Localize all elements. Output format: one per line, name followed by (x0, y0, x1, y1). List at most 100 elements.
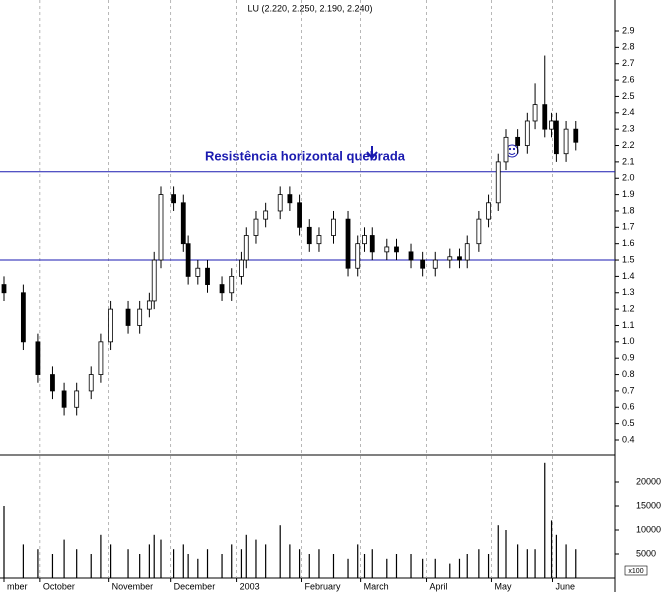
candle-body (20, 292, 26, 343)
candle-body (553, 120, 559, 155)
candle-body (158, 194, 164, 261)
candle-body (263, 210, 269, 220)
candle-body (243, 235, 249, 261)
candle-body (195, 267, 201, 277)
arrow (366, 146, 378, 160)
candle-body (420, 259, 426, 269)
y-tick-label: 0.8 (622, 369, 635, 379)
candle-body (205, 267, 210, 285)
volume-tick-label: 10000 (636, 524, 661, 534)
candle-body (345, 218, 351, 269)
candle-body (74, 390, 80, 408)
candle-body (515, 136, 521, 146)
candle-body (532, 104, 538, 122)
x-tick-label: November (112, 581, 154, 591)
candle-body (146, 300, 152, 310)
y-tick-label: 0.4 (622, 434, 635, 444)
candle-body (503, 136, 509, 163)
x-tick-label: March (364, 581, 389, 591)
candle-body (447, 256, 453, 261)
x-tick-label: mber (7, 581, 28, 591)
y-tick-label: 2.8 (622, 42, 635, 52)
x-tick-label: December (174, 581, 216, 591)
candle-body (253, 218, 259, 236)
candle-body (50, 374, 55, 392)
y-tick-label: 2.7 (622, 58, 635, 68)
unit-box (624, 565, 648, 576)
candle-body (464, 243, 470, 261)
y-tick-label: 1.8 (622, 205, 635, 215)
y-tick-label: 2.4 (622, 107, 635, 117)
y-tick-label: 1.3 (622, 287, 635, 297)
candle-body (98, 341, 104, 375)
candle-body (573, 128, 579, 143)
y-tick-label: 1.0 (622, 336, 635, 346)
volume-unit: x100 (628, 568, 643, 575)
candle-body (432, 259, 438, 269)
candle-body (331, 218, 336, 236)
chart-title: LU (2.220, 2.250, 2.190, 2.240) (247, 3, 372, 13)
volume-tick-label: 20000 (636, 476, 661, 486)
x-tick-label: February (305, 581, 342, 591)
candle-body (239, 259, 244, 277)
candle-body (61, 390, 67, 408)
candle-body (229, 275, 235, 294)
x-tick-label: May (494, 581, 512, 591)
y-tick-label: 1.1 (622, 320, 635, 330)
candle-body (486, 202, 491, 220)
y-tick-label: 2.1 (622, 156, 635, 166)
candle-body (185, 243, 191, 277)
candle-body (362, 235, 367, 245)
volume-tick-label: 15000 (636, 500, 661, 510)
candle-body (316, 235, 322, 245)
y-tick-label: 1.6 (622, 238, 635, 248)
annotation: Resistência horizontal quebrada (205, 148, 406, 163)
y-tick-label: 2.3 (622, 124, 635, 134)
y-tick-label: 2.9 (622, 25, 635, 35)
candle-body (108, 308, 114, 343)
x-tick-label: October (43, 581, 75, 591)
y-tick-label: 1.2 (622, 303, 635, 313)
x-tick-label: April (430, 581, 448, 591)
x-tick-label: June (556, 581, 576, 591)
candle-body (524, 120, 530, 146)
y-tick-label: 1.4 (622, 271, 635, 281)
candle-body (297, 202, 302, 228)
y-tick-label: 1.9 (622, 189, 635, 199)
y-tick-label: 1.7 (622, 222, 635, 232)
candle-body (277, 194, 283, 212)
candle-body (306, 226, 312, 245)
candle-body (563, 128, 569, 155)
candle-body (287, 194, 293, 204)
y-tick-label: 2.2 (622, 140, 635, 150)
x-tick-label: 2003 (240, 581, 260, 591)
candle-body (457, 256, 462, 261)
candle-body (88, 374, 94, 392)
y-tick-label: 0.7 (622, 385, 635, 395)
y-tick-label: 0.6 (622, 402, 635, 412)
candle-body (219, 284, 225, 294)
candle-body (35, 341, 41, 375)
candle-body (408, 251, 414, 261)
y-tick-label: 1.5 (622, 254, 635, 264)
volume-tick-label: 5000 (636, 548, 656, 558)
candle-body (369, 235, 375, 253)
y-tick-label: 2.5 (622, 91, 635, 101)
y-tick-label: 2.0 (622, 173, 635, 183)
candle-body (495, 161, 501, 204)
candle-body (137, 308, 143, 326)
candle-body (394, 246, 399, 253)
candle-body (355, 243, 361, 269)
candle-body (542, 104, 548, 130)
candle-body (1, 284, 7, 294)
y-tick-label: 0.5 (622, 418, 635, 428)
candle-body (549, 120, 554, 130)
candle-body (151, 259, 157, 302)
candle-body (476, 218, 482, 245)
candle-body (125, 308, 131, 326)
y-tick-label: 0.9 (622, 353, 635, 363)
candle-body (180, 202, 186, 245)
candle-body (384, 246, 390, 253)
